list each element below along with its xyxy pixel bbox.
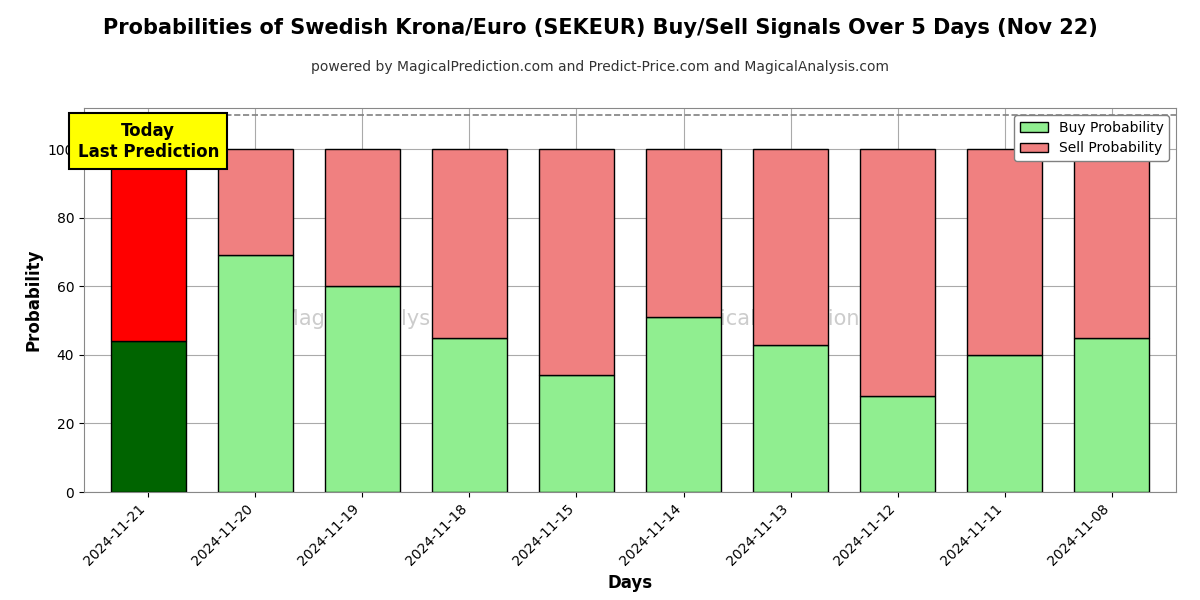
X-axis label: Days: Days xyxy=(607,574,653,592)
Bar xyxy=(325,149,400,286)
Bar xyxy=(860,149,935,396)
Legend: Buy Probability, Sell Probability: Buy Probability, Sell Probability xyxy=(1014,115,1169,161)
Bar xyxy=(967,149,1042,355)
Bar xyxy=(646,317,721,492)
Text: MagicalAnalysis.com: MagicalAnalysis.com xyxy=(281,309,498,329)
Bar xyxy=(432,149,506,338)
Bar xyxy=(967,355,1042,492)
Bar xyxy=(218,149,293,256)
Bar xyxy=(110,341,186,492)
Bar xyxy=(754,344,828,492)
Bar xyxy=(218,256,293,492)
Bar xyxy=(860,396,935,492)
Bar xyxy=(110,149,186,341)
Bar xyxy=(539,376,614,492)
Bar xyxy=(754,149,828,344)
Bar xyxy=(1074,149,1150,338)
Text: powered by MagicalPrediction.com and Predict-Price.com and MagicalAnalysis.com: powered by MagicalPrediction.com and Pre… xyxy=(311,60,889,74)
Bar xyxy=(539,149,614,376)
Text: Today
Last Prediction: Today Last Prediction xyxy=(78,122,218,161)
Text: Probabilities of Swedish Krona/Euro (SEKEUR) Buy/Sell Signals Over 5 Days (Nov 2: Probabilities of Swedish Krona/Euro (SEK… xyxy=(103,18,1097,38)
Bar xyxy=(1074,338,1150,492)
Y-axis label: Probability: Probability xyxy=(24,249,42,351)
Bar xyxy=(325,286,400,492)
Text: MagicalPrediction.com: MagicalPrediction.com xyxy=(677,309,911,329)
Bar xyxy=(646,149,721,317)
Bar xyxy=(432,338,506,492)
